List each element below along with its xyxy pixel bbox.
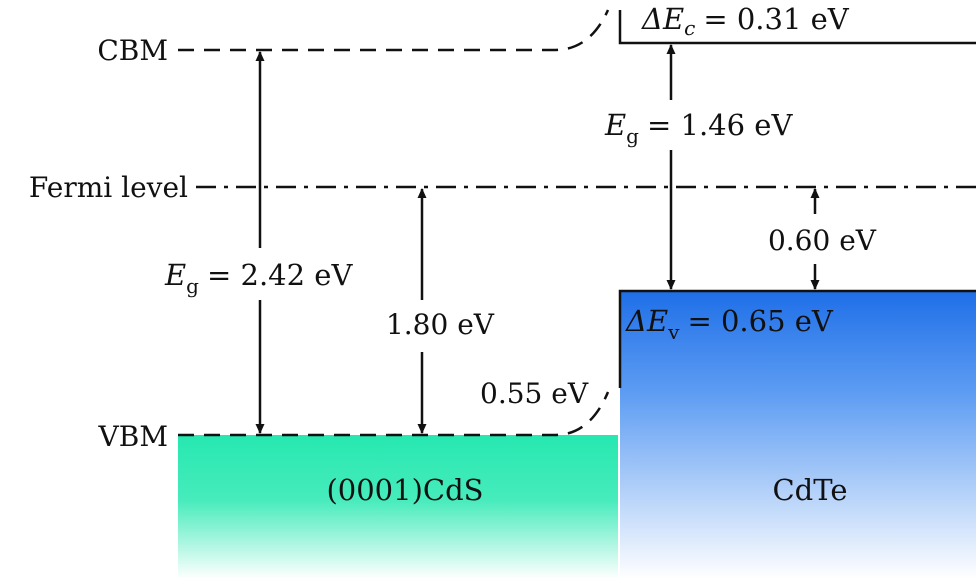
cds-cbm-line [178, 9, 610, 52]
cds-material-label: (0001)CdS [326, 473, 483, 507]
vbm-label: VBM [98, 420, 168, 453]
band-bending-label: 0.55 eV [480, 377, 589, 410]
cbm-label: CBM [97, 34, 168, 67]
fermi-level-label: Fermi level [29, 171, 188, 204]
cdte-material-label: CdTe [772, 473, 847, 507]
cdte-fermi-vb-label: 0.60 eV [768, 224, 877, 257]
cdte-cb-line [618, 10, 976, 45]
conduction-offset-label: ΔEc = 0.31 eV [641, 2, 850, 40]
cds-bandgap-label: Eg = 2.42 eV [164, 258, 353, 298]
cdte-vb-line [618, 289, 976, 388]
cdte-region [620, 291, 976, 579]
cdte-bandgap-label: Eg = 1.46 eV [604, 108, 793, 148]
cds-region [178, 435, 618, 579]
cds-fermi-vb-label: 1.80 eV [386, 308, 495, 341]
cds-vbm-line [178, 391, 610, 437]
valence-offset-label: ΔEv = 0.65 eV [625, 304, 834, 344]
